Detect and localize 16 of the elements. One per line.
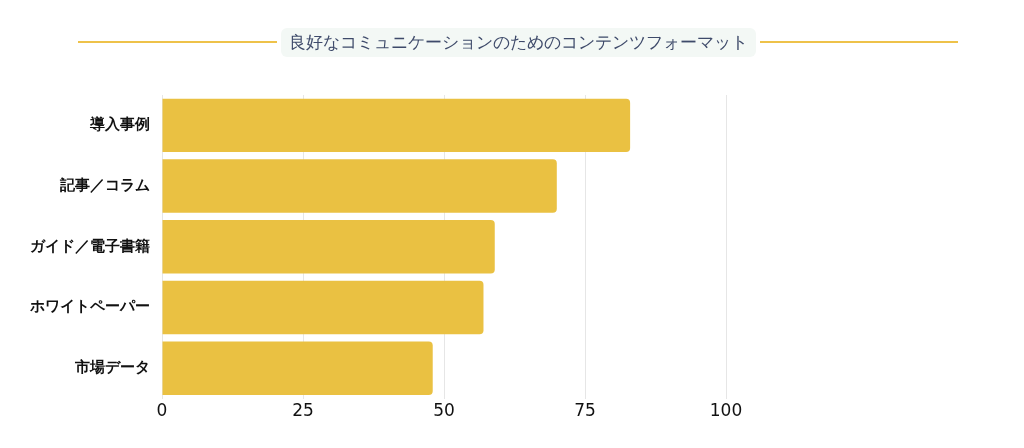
x-tick-label: 75 <box>574 400 596 421</box>
bar <box>162 220 495 274</box>
bar <box>162 159 557 213</box>
y-tick-label: 市場データ <box>74 358 150 377</box>
x-tick-label: 25 <box>292 400 314 421</box>
y-tick-label: 記事／コラム <box>59 175 150 194</box>
bar <box>162 280 484 335</box>
x-tick-label: 0 <box>156 400 168 421</box>
y-tick-label: 導入事例 <box>89 115 150 134</box>
chart-title: 良好なコミュニケーションのためのコンテンツフォーマット <box>280 27 756 57</box>
bar <box>162 98 631 153</box>
y-tick-label: ガイド／電子書籍 <box>30 236 150 255</box>
y-tick-label: ホワイトペーパー <box>29 297 150 316</box>
x-tick-label: 50 <box>433 400 455 421</box>
bar <box>162 341 433 395</box>
x-tick-label: 100 <box>709 400 743 421</box>
